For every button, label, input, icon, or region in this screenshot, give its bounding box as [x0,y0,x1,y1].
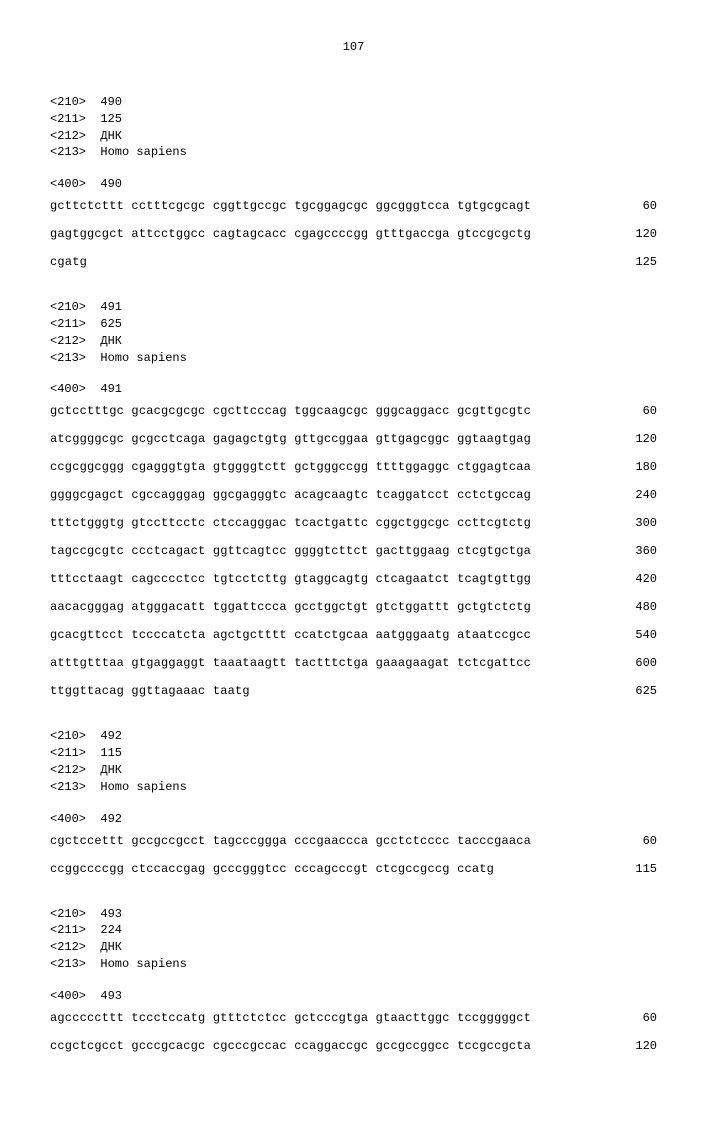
sequence-text: ggggcgagct cgccagggag ggcgagggtc acagcaa… [50,488,531,502]
sequence-position: 60 [597,834,657,848]
header-line: <212> ДНК [50,333,657,350]
sequence-position: 625 [597,684,657,698]
sequence-text: gctcctttgc gcacgcgcgc cgcttcccag tggcaag… [50,404,531,418]
sequence-position: 600 [597,656,657,670]
header-line: <211> 224 [50,922,657,939]
sequence-line: agcccccttt tccctccatg gtttctctcc gctcccg… [50,1011,657,1025]
sequence-position: 360 [597,544,657,558]
sequence-text: ccggccccgg ctccaccgag gcccgggtcc cccagcc… [50,862,494,876]
sequence-text: agcccccttt tccctccatg gtttctctcc gctcccg… [50,1011,531,1025]
sequence-position: 240 [597,488,657,502]
sequence-listing: <210> 490<211> 125<212> ДНК<213> Homo sa… [50,94,657,1053]
sequence-line: ccgctcgcct gcccgcacgc cgcccgccac ccaggac… [50,1039,657,1053]
sequence-text: ccgcggcggg cgagggtgta gtggggtctt gctgggc… [50,460,531,474]
sequence-position: 120 [597,227,657,241]
sequence-text: atcggggcgc gcgcctcaga gagagctgtg gttgccg… [50,432,531,446]
sequence-line: cgatg 125 [50,255,657,269]
header-line: <210> 490 [50,94,657,111]
sequence-position: 480 [597,600,657,614]
sequence-position: 540 [597,628,657,642]
sequence-text: gagtggcgct attcctggcc cagtagcacc cgagccc… [50,227,531,241]
sequence-line: ttggttacag ggttagaaac taatg 625 [50,684,657,698]
sequence-text: tttctgggtg gtccttcctc ctccagggac tcactga… [50,516,531,530]
sequence-entry: <210> 490<211> 125<212> ДНК<213> Homo sa… [50,94,657,269]
sequence-text: cgatg [50,255,87,269]
sequence-position: 120 [597,1039,657,1053]
sequence-line: ggggcgagct cgccagggag ggcgagggtc acagcaa… [50,488,657,502]
sequence-line: cgctccettt gccgccgcct tagcccggga cccgaac… [50,834,657,848]
header-line: <213> Homo sapiens [50,350,657,367]
sequence-text: ttggttacag ggttagaaac taatg [50,684,250,698]
entry-header: <210> 492<211> 115<212> ДНК<213> Homo sa… [50,728,657,795]
sequence-line: aacacgggag atgggacatt tggattccca gcctggc… [50,600,657,614]
sequence-line: atttgtttaa gtgaggaggt taaataagtt tactttc… [50,656,657,670]
header-line: <211> 625 [50,316,657,333]
sequence-line: ccggccccgg ctccaccgag gcccgggtcc cccagcc… [50,862,657,876]
sequence-text: tagccgcgtc ccctcagact ggttcagtcc ggggtct… [50,544,531,558]
sequence-position: 115 [597,862,657,876]
sequence-line: gctcctttgc gcacgcgcgc cgcttcccag tggcaag… [50,404,657,418]
sequence-line: ccgcggcggg cgagggtgta gtggggtctt gctgggc… [50,460,657,474]
header-line: <212> ДНК [50,762,657,779]
origin-line: <400> 491 [50,382,657,396]
sequence-text: gcacgttcct tccccatcta agctgctttt ccatctg… [50,628,531,642]
entry-header: <210> 490<211> 125<212> ДНК<213> Homo sa… [50,94,657,161]
sequence-line: gagtggcgct attcctggcc cagtagcacc cgagccc… [50,227,657,241]
sequence-position: 120 [597,432,657,446]
header-line: <210> 491 [50,299,657,316]
sequence-line: atcggggcgc gcgcctcaga gagagctgtg gttgccg… [50,432,657,446]
sequence-entry: <210> 491<211> 625<212> ДНК<213> Homo sa… [50,299,657,698]
entry-header: <210> 491<211> 625<212> ДНК<213> Homo sa… [50,299,657,366]
header-line: <212> ДНК [50,939,657,956]
sequence-position: 420 [597,572,657,586]
header-line: <212> ДНК [50,128,657,145]
entry-header: <210> 493<211> 224<212> ДНК<213> Homo sa… [50,906,657,973]
header-line: <213> Homo sapiens [50,779,657,796]
page-number: 107 [50,40,657,54]
sequence-text: cgctccettt gccgccgcct tagcccggga cccgaac… [50,834,531,848]
sequence-text: atttgtttaa gtgaggaggt taaataagtt tactttc… [50,656,531,670]
sequence-entry: <210> 492<211> 115<212> ДНК<213> Homo sa… [50,728,657,875]
sequence-position: 60 [597,199,657,213]
sequence-line: tttctgggtg gtccttcctc ctccagggac tcactga… [50,516,657,530]
sequence-text: gcttctcttt cctttcgcgc cggttgccgc tgcggag… [50,199,531,213]
header-line: <213> Homo sapiens [50,956,657,973]
sequence-text: ccgctcgcct gcccgcacgc cgcccgccac ccaggac… [50,1039,531,1053]
sequence-line: gcttctcttt cctttcgcgc cggttgccgc tgcggag… [50,199,657,213]
header-line: <213> Homo sapiens [50,144,657,161]
header-line: <211> 115 [50,745,657,762]
sequence-position: 60 [597,1011,657,1025]
origin-line: <400> 493 [50,989,657,1003]
sequence-line: gcacgttcct tccccatcta agctgctttt ccatctg… [50,628,657,642]
sequence-position: 125 [597,255,657,269]
header-line: <211> 125 [50,111,657,128]
sequence-position: 300 [597,516,657,530]
sequence-position: 60 [597,404,657,418]
header-line: <210> 493 [50,906,657,923]
origin-line: <400> 492 [50,812,657,826]
sequence-entry: <210> 493<211> 224<212> ДНК<213> Homo sa… [50,906,657,1053]
sequence-line: tttcctaagt cagcccctcc tgtcctcttg gtaggca… [50,572,657,586]
sequence-text: aacacgggag atgggacatt tggattccca gcctggc… [50,600,531,614]
sequence-line: tagccgcgtc ccctcagact ggttcagtcc ggggtct… [50,544,657,558]
sequence-position: 180 [597,460,657,474]
header-line: <210> 492 [50,728,657,745]
origin-line: <400> 490 [50,177,657,191]
sequence-text: tttcctaagt cagcccctcc tgtcctcttg gtaggca… [50,572,531,586]
